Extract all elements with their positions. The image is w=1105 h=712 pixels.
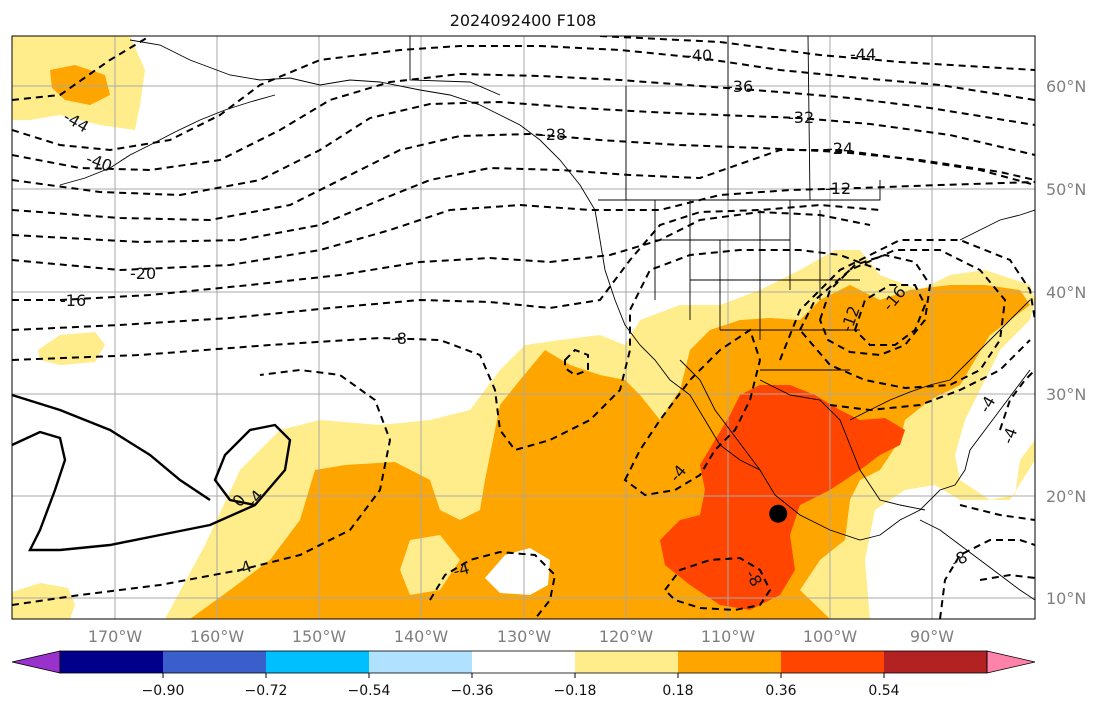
gulf-coast [849,299,1031,421]
lat-label: 30°N [1046,385,1086,404]
contour-m8 [12,249,881,452]
colorbar-extend-low [11,650,61,674]
colorbar-extend-high [986,650,1036,674]
lat-label: 60°N [1046,77,1086,96]
aleutian-chain [59,94,276,186]
map-frame [11,35,1036,620]
contour-label: -36 [727,77,753,96]
contour-label: -4 [998,425,1021,446]
alaska-coast [129,39,1031,541]
contour-low-center [564,348,589,377]
colorbar-tick-label: 0.36 [765,683,796,699]
colorbar-tick-label: −0.90 [142,683,185,699]
contour-m24 [12,149,1035,244]
contour-label: -4 [451,558,471,580]
contour-m12-east [818,253,932,357]
contour-m4-south [429,550,557,619]
contour-m44 [12,36,1035,101]
colorbar: −0.90 −0.72 −0.54 −0.36 −0.18 0.18 0.36 0.54 [11,650,1036,699]
longitude-labels: 170°W 160°W 150°W 140°W 130°W 120°W 110°… [88,627,954,646]
contours [12,36,1035,619]
shade-hole [485,548,550,595]
colorbar-tick-label: −0.72 [245,683,288,699]
lat-label: 40°N [1046,283,1086,302]
mexico-coast [679,359,926,511]
shade-light-yellow-gap [400,535,460,595]
latitude-labels: 60°N 50°N 40°N 30°N 20°N 10°N [1046,77,1086,608]
colorbar-border [59,650,988,674]
colorbar-bin [575,651,679,673]
contour-m36 [12,72,1035,172]
colorbar-bin [781,651,885,673]
contour-m4 [12,368,392,606]
colorbar-tick-label: −0.36 [451,683,494,699]
storm-position-marker [769,504,788,523]
colorbar-bin [60,651,164,673]
colorbar-bin [884,651,988,673]
contour-m40 [12,45,1035,152]
colorbar-tick-label: −0.18 [554,683,597,699]
lon-label: 140°W [394,627,449,646]
shade-light-yellow-sw [12,583,75,619]
colorbar-bin [678,651,782,673]
contour-m16 [12,210,871,301]
shade-orange-main [190,285,1030,619]
contour-east-1 [798,249,1007,390]
contour-east-2 [779,239,1035,361]
colorbar-bin [369,651,473,673]
lon-label: 120°W [599,627,654,646]
central-america [919,519,1035,601]
contour-m12 [12,203,881,331]
lon-label: 170°W [88,627,143,646]
contour-label: -16 [60,291,86,310]
contour-label: -44 [850,45,876,64]
lat-label: 20°N [1046,487,1086,506]
us-state-borders [654,200,860,371]
contour-east-3 [829,339,1031,412]
contour-label: -4 [233,556,254,579]
lon-label: 100°W [803,627,858,646]
lon-label: 150°W [292,627,347,646]
coastlines [59,36,1035,601]
shade-red-orange [660,385,905,610]
lon-label: 130°W [497,627,552,646]
contour-zero [12,423,292,552]
contour-se-4 [979,573,1035,581]
colorbar-tick-label: 0.54 [868,683,899,699]
lon-label: 110°W [701,627,756,646]
contour-m20 [12,181,1035,272]
contour-label: -28 [540,125,566,144]
colorbar-tick-label: 0.18 [662,683,693,699]
contour-label: -24 [827,139,853,158]
lat-label: 50°N [1046,180,1086,199]
lat-label: 10°N [1046,589,1086,608]
contour-m32 [12,100,1035,197]
colorbar-bin [266,651,370,673]
contour-label: -12 [825,179,851,198]
east-coast [959,209,1035,241]
contour-label: -8 [391,329,407,348]
colorbar-bin [472,651,576,673]
contour-label: -20 [130,264,156,283]
graticule [12,36,1035,619]
contour-se-3 [959,504,1035,521]
colorbar-bin [163,651,267,673]
figure-title: 2024092400 F108 [450,11,597,30]
contour-m28 [12,132,1035,222]
contour-zero-nw [12,393,211,501]
shade-orange-nw [50,65,110,105]
contour-m4-mexico [623,328,762,497]
contour-label: -40 [686,46,712,65]
lon-label: 90°W [910,627,954,646]
lon-label: 160°W [190,627,245,646]
contour-se-1 [939,539,1035,619]
contour-label-group: -44 -40 -40 -36 -32 -28 -24 -20 -16 -12 … [60,45,1021,590]
contour-se-2 [999,369,1035,431]
contour-m8-south [663,556,772,612]
contour-m16-east [853,284,927,346]
colorbar-tick-label: −0.54 [348,683,391,699]
map-content: -44 -40 -40 -36 -32 -28 -24 -20 -16 -12 … [12,36,1035,619]
contour-label: -32 [788,108,814,127]
